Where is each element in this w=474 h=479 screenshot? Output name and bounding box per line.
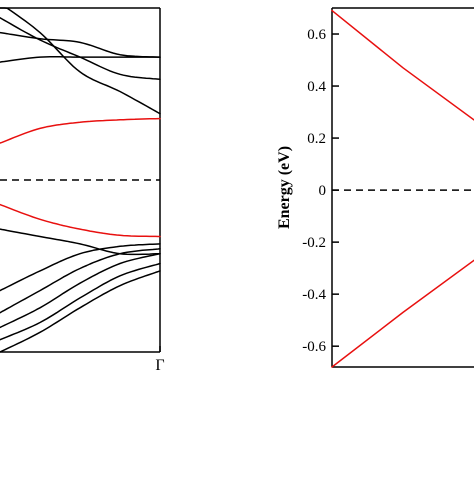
left-band-5	[0, 7, 161, 115]
left-band-1	[0, 117, 161, 144]
left-band-3	[0, 31, 161, 58]
y-tick-label: 0	[319, 183, 327, 199]
y-axis-label: Energy (eV)	[276, 146, 293, 229]
right-band-2	[331, 259, 474, 368]
right-y-ticks: 0.6 0.4 0.2 0 -0.2 -0.4 -0.6	[302, 27, 339, 355]
y-tick-label: -0.2	[302, 235, 326, 251]
left-band-2	[0, 203, 161, 238]
right-band-1	[331, 9, 474, 121]
left-band-lines	[0, 7, 161, 353]
left-band-9	[0, 248, 161, 314]
left-band-7	[0, 228, 161, 256]
right-band-panel: 0.6 0.4 0.2 0 -0.2 -0.4 -0.6 Energy (eV)	[276, 7, 474, 368]
y-tick-label: -0.6	[302, 339, 326, 355]
left-band-8	[0, 243, 161, 292]
y-tick-label: 0.2	[307, 131, 326, 147]
left-band-10	[0, 252, 161, 329]
y-tick-label: 0.6	[307, 27, 326, 43]
left-band-12	[0, 270, 161, 353]
y-tick-label: -0.4	[302, 287, 326, 303]
y-tick-label: 0.4	[307, 79, 326, 95]
left-band-6	[0, 17, 161, 81]
x-tick-label-gamma: Γ	[155, 357, 164, 374]
left-band-11	[0, 262, 161, 341]
left-band-panel: Γ	[0, 7, 165, 374]
right-band-lines	[331, 9, 474, 368]
